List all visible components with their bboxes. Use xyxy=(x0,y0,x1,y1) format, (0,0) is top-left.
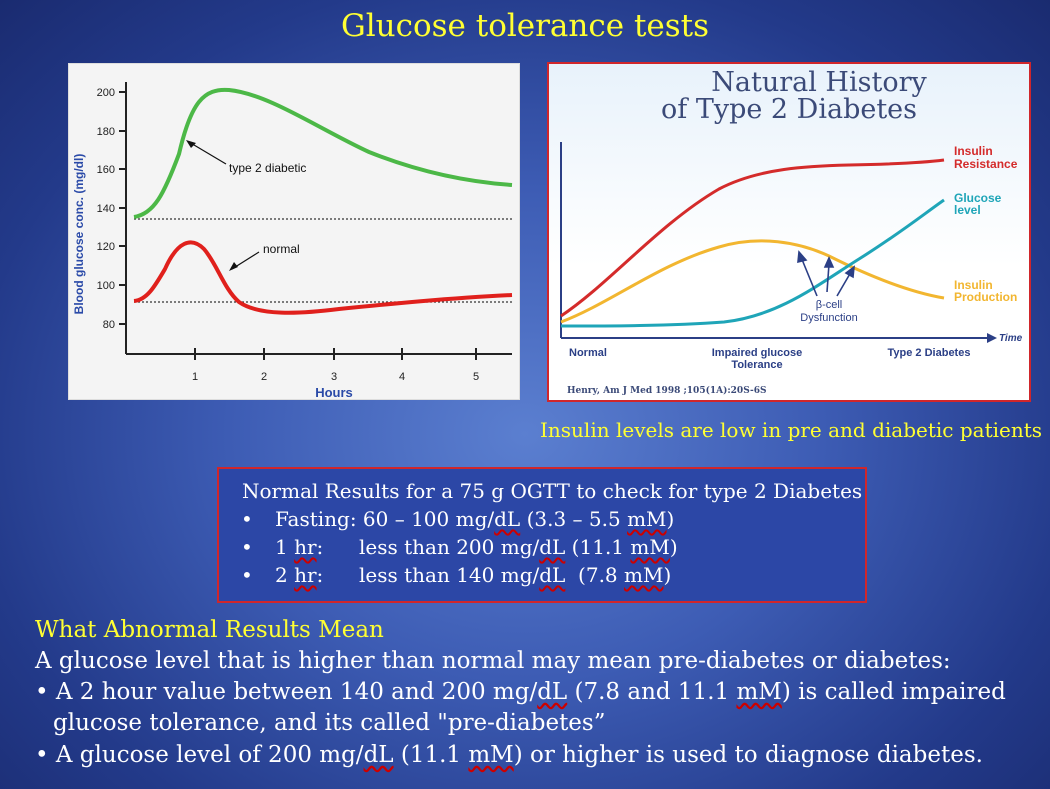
time-label: Time xyxy=(999,333,1023,344)
bcell-label-1: β-cell xyxy=(816,299,843,311)
natural-history-panel: Natural History of Type 2 Diabetes Time … xyxy=(547,62,1031,402)
results-heading: Normal Results for a 75 g OGTT to check … xyxy=(242,479,863,503)
ogtt-xlabel: Hours xyxy=(315,385,353,399)
stage-normal: Normal xyxy=(569,347,607,359)
results-1hr-value: less than 200 mg/dL (11.1 mM) xyxy=(359,535,678,559)
label-resistance-1: Insulin xyxy=(954,144,993,158)
bcell-label-2: Dysfunction xyxy=(800,312,857,324)
label-glucose-2: level xyxy=(954,203,981,217)
annotation-diabetic: type 2 diabetic xyxy=(229,161,306,175)
ytick-80: 80 xyxy=(103,319,115,331)
curve-insulin-production xyxy=(560,239,945,324)
curve-normal xyxy=(133,240,513,315)
ytick-100: 100 xyxy=(97,280,115,292)
bullet-fasting: • xyxy=(241,507,253,531)
citation: Henry, Am J Med 1998 ;105(1A):20S-6S xyxy=(567,385,767,396)
time-arrowhead xyxy=(987,333,997,343)
bullet-1hr: • xyxy=(241,535,253,559)
xtick-1: 1 xyxy=(192,371,198,383)
arrow-diabetic xyxy=(188,141,227,165)
curve-insulin-resistance xyxy=(560,158,945,318)
ytick-180: 180 xyxy=(97,126,115,138)
slide-title: Glucose tolerance tests xyxy=(340,8,710,44)
label-glucose-1: Glucose xyxy=(954,191,1002,205)
abnormal-heading: What Abnormal Results Mean xyxy=(35,617,384,643)
bullet-2hr: • xyxy=(241,563,253,587)
xtick-2: 2 xyxy=(261,371,267,383)
xtick-5: 5 xyxy=(473,371,479,383)
label-resistance-2: Resistance xyxy=(954,157,1018,171)
history-title-1: Natural History xyxy=(711,67,927,98)
ytick-140: 140 xyxy=(97,203,115,215)
natural-history-chart: Natural History of Type 2 Diabetes Time … xyxy=(560,67,1023,396)
label-production-2: Production xyxy=(954,290,1017,304)
xtick-4: 4 xyxy=(399,371,405,383)
curve-glucose-level xyxy=(560,198,945,328)
ogtt-chart: Blood glucose conc. (mg/dl) 200 180 160 … xyxy=(72,82,513,400)
annotation-normal: normal xyxy=(263,242,300,256)
stage-impaired-1: Impaired glucose xyxy=(712,347,802,359)
stage-diabetes: Type 2 Diabetes xyxy=(888,347,971,359)
xtick-3: 3 xyxy=(331,371,337,383)
ogtt-chart-panel: Blood glucose conc. (mg/dl) 200 180 160 … xyxy=(68,63,520,400)
results-1hr: • 1 hr: less than 200 mg/dL (11.1 mM) xyxy=(241,535,678,559)
abnormal-bullet-1: • A 2 hour value between 140 and 200 mg/… xyxy=(35,679,1006,705)
results-2hr: • 2 hr: less than 140 mg/dL (7.8 mM) xyxy=(241,563,672,587)
abnormal-bullet-2: • A glucose level of 200 mg/dL (11.1 mM)… xyxy=(35,742,983,768)
stage-impaired-2: Tolerance xyxy=(731,359,782,371)
ytick-120: 120 xyxy=(97,241,115,253)
curve-type2-diabetic xyxy=(133,87,513,219)
ogtt-x-ticks xyxy=(194,348,477,360)
ogtt-ylabel: Blood glucose conc. (mg/dl) xyxy=(72,154,86,315)
ogtt-y-ticks xyxy=(119,91,126,325)
ytick-200: 200 xyxy=(97,87,115,99)
ytick-160: 160 xyxy=(97,164,115,176)
normal-results-box: Normal Results for a 75 g OGTT to check … xyxy=(217,467,867,603)
bcell-arrows xyxy=(797,250,855,297)
label-production-1: Insulin xyxy=(954,278,993,292)
results-fasting: • Fasting: 60 – 100 mg/dL (3.3 – 5.5 mM) xyxy=(241,507,675,531)
abnormal-intro: A glucose level that is higher than norm… xyxy=(35,648,951,674)
results-2hr-value: less than 140 mg/dL (7.8 mM) xyxy=(359,563,672,587)
history-title-2: of Type 2 Diabetes xyxy=(661,94,917,125)
abnormal-bullet-1-line2: glucose tolerance, and its called "pre-d… xyxy=(53,710,606,736)
insulin-caption: Insulin levels are low in pre and diabet… xyxy=(540,418,1043,442)
